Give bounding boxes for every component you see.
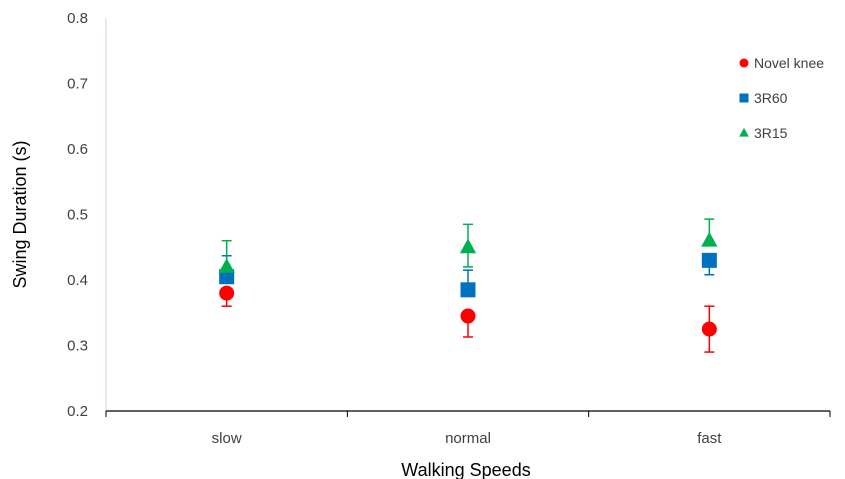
legend-marker	[739, 93, 749, 103]
y-tick-label: 0.3	[67, 338, 88, 355]
data-point	[460, 282, 476, 298]
data-points	[218, 231, 718, 337]
y-tick-label: 0.6	[67, 141, 88, 158]
data-point	[218, 258, 235, 273]
legend-marker	[739, 58, 749, 68]
legend-label: Novel knee	[754, 55, 824, 71]
y-tick-labels: 0.2 0.3 0.4 0.5 0.6 0.7 0.8	[67, 10, 88, 420]
y-tick-label: 0.4	[67, 272, 88, 289]
x-axis-title: Walking Speeds	[401, 460, 530, 479]
data-point	[219, 269, 235, 285]
legend: Novel knee 3R60 3R15	[739, 55, 824, 141]
data-point	[459, 238, 477, 254]
legend-marker	[739, 127, 749, 137]
x-tick-label: fast	[697, 430, 722, 447]
x-tick-label: slow	[212, 430, 242, 447]
y-tick-label: 0.2	[67, 403, 88, 420]
y-tick-label: 0.8	[67, 10, 88, 27]
x-tick-label: normal	[445, 430, 491, 447]
x-tick-marks	[105, 411, 831, 417]
data-point	[701, 231, 718, 247]
y-axis-title: Swing Duration (s)	[10, 140, 30, 288]
data-point	[219, 285, 235, 301]
data-point	[460, 308, 476, 324]
x-tick-labels: slow normal fast	[212, 430, 723, 447]
legend-label: 3R60	[754, 90, 788, 106]
data-point	[701, 321, 717, 337]
y-tick-label: 0.5	[67, 207, 88, 224]
legend-label: 3R15	[754, 125, 788, 141]
y-tick-label: 0.7	[67, 76, 88, 93]
data-point	[701, 252, 717, 268]
